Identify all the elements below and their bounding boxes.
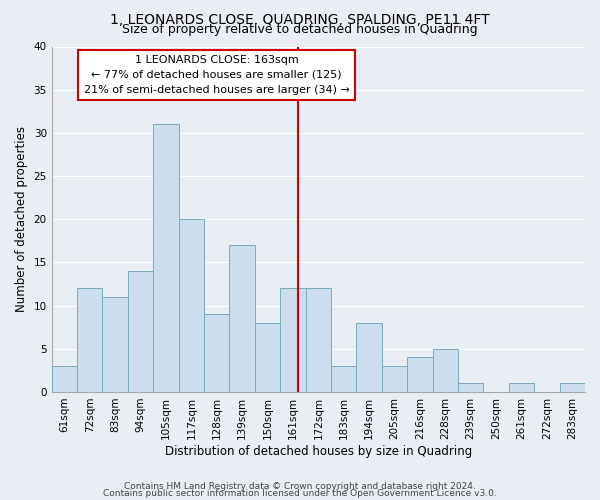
Bar <box>103 297 128 392</box>
Bar <box>560 384 585 392</box>
Bar <box>204 314 229 392</box>
Text: Size of property relative to detached houses in Quadring: Size of property relative to detached ho… <box>122 24 478 36</box>
Bar <box>179 219 204 392</box>
Text: 1, LEONARDS CLOSE, QUADRING, SPALDING, PE11 4FT: 1, LEONARDS CLOSE, QUADRING, SPALDING, P… <box>110 12 490 26</box>
Bar <box>52 366 77 392</box>
Y-axis label: Number of detached properties: Number of detached properties <box>15 126 28 312</box>
Bar <box>407 358 433 392</box>
Bar <box>153 124 179 392</box>
Bar <box>356 323 382 392</box>
Bar <box>229 245 255 392</box>
Text: Contains public sector information licensed under the Open Government Licence v3: Contains public sector information licen… <box>103 488 497 498</box>
Bar <box>433 349 458 392</box>
Bar <box>255 323 280 392</box>
Bar <box>128 271 153 392</box>
Bar <box>77 288 103 392</box>
Text: Contains HM Land Registry data © Crown copyright and database right 2024.: Contains HM Land Registry data © Crown c… <box>124 482 476 491</box>
Bar <box>331 366 356 392</box>
Bar <box>509 384 534 392</box>
Bar <box>280 288 305 392</box>
Text: 1 LEONARDS CLOSE: 163sqm
← 77% of detached houses are smaller (125)
21% of semi-: 1 LEONARDS CLOSE: 163sqm ← 77% of detach… <box>84 55 350 94</box>
Bar <box>382 366 407 392</box>
X-axis label: Distribution of detached houses by size in Quadring: Distribution of detached houses by size … <box>165 444 472 458</box>
Bar <box>305 288 331 392</box>
Bar <box>458 384 484 392</box>
